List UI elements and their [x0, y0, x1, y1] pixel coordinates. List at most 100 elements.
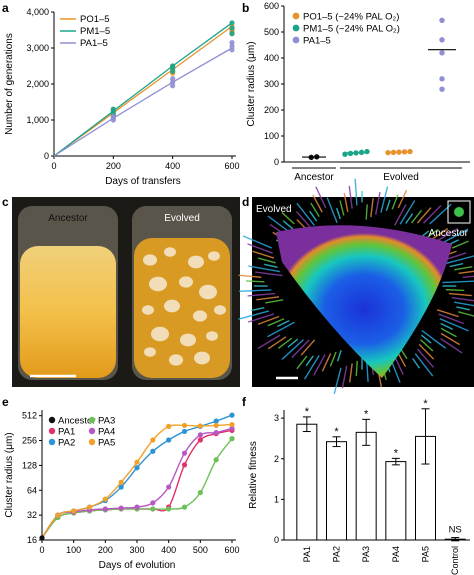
panel-b-cluster-radius-chart: 0 100 200 300 400 500 600 Cluster radius (μm) An… [246, 1, 470, 183]
e-data-point [213, 457, 219, 463]
cluster-spike [255, 271, 283, 277]
e-data-point [166, 484, 172, 490]
cluster-spike [336, 350, 342, 362]
a-series-line [53, 47, 233, 157]
cluster-spike [315, 186, 327, 209]
evolved-cluster [144, 347, 156, 357]
e-data-point [166, 506, 172, 512]
evolved-cluster [164, 247, 176, 257]
f-significance-label: * [334, 426, 339, 438]
panel-a-generations-chart: 0 1,000 2,000 3,000 4,000 0 200 400 600 Days of t… [4, 7, 240, 187]
cluster-spike [405, 213, 414, 224]
cluster-spike [303, 355, 320, 380]
f-significance-label: * [423, 398, 428, 410]
e-data-point [181, 450, 188, 456]
cluster-spike [420, 339, 434, 352]
a-y-tick-label: 4,000 [26, 7, 49, 17]
a-x-tick-label: 400 [165, 161, 180, 171]
evolved-cluster [142, 305, 154, 315]
a-y-tick-label: 1,000 [26, 115, 49, 125]
cluster-spike [287, 338, 299, 348]
cluster-spike [252, 250, 275, 259]
cluster-spike [238, 310, 270, 320]
f-category-label: PA3 [361, 546, 371, 562]
cluster-spike [247, 313, 275, 323]
e-data-point [229, 421, 235, 428]
e-legend-marker [48, 416, 56, 424]
cluster-spike [451, 297, 474, 302]
cluster-spike [391, 194, 399, 210]
cluster-spike [339, 200, 345, 216]
e-legend-label: Ancestor [58, 416, 96, 427]
e-data-point [118, 505, 124, 511]
cluster-spike [416, 348, 435, 368]
e-data-point [213, 429, 219, 436]
b-legend-marker [292, 36, 300, 44]
evolved-cluster [199, 284, 217, 300]
e-legend-marker [88, 427, 96, 435]
e-x-tick-label: 300 [129, 545, 144, 555]
e-x-tick-label: 600 [224, 545, 239, 555]
e-data-point [197, 437, 203, 443]
e-x-tick-label: 200 [98, 545, 113, 555]
cluster-spike [365, 204, 368, 220]
a-data-point [170, 83, 176, 89]
f-category-label: Control [450, 546, 460, 575]
e-data-point [134, 504, 140, 510]
cluster-spike [341, 365, 348, 389]
panel-label-e: e [2, 395, 9, 409]
cluster-spike [336, 207, 341, 220]
e-x-tick-label: 0 [39, 545, 44, 555]
inset-box [447, 200, 471, 224]
e-data-point [102, 496, 108, 502]
evolved-cluster [169, 354, 183, 366]
f-significance-label: * [305, 406, 310, 418]
cluster-spike [440, 322, 453, 330]
evolved-cluster-body [276, 225, 452, 378]
a-x-axis-label: Days of transfers [105, 176, 181, 187]
e-data-point [197, 489, 203, 496]
cluster-spike [333, 367, 342, 394]
evolved-cluster [208, 251, 220, 261]
f-y-axis-label: Relative fitness [248, 441, 259, 509]
e-legend-marker [48, 427, 56, 435]
cluster-spike [435, 227, 459, 243]
cluster-spike [449, 262, 464, 268]
b-data-point [439, 50, 445, 56]
b-group-label: Evolved [383, 172, 419, 183]
cluster-spike [458, 270, 474, 275]
a-series-line [53, 25, 233, 157]
e-legend-marker [88, 416, 96, 424]
e-x-tick-label: 500 [193, 545, 208, 555]
panel-label-a: a [2, 1, 9, 15]
e-x-axis-label: Days of evolution [99, 560, 176, 571]
photo-c-label-evolved: Evolved [164, 213, 200, 224]
cluster-spike [454, 265, 473, 271]
b-y-tick-label: 0 [274, 157, 279, 167]
f-y-tick-label: 2 [274, 454, 279, 464]
f-bar [385, 461, 407, 541]
evolved-cluster [206, 331, 218, 341]
e-y-tick-label: 512 [22, 411, 37, 421]
cluster-spike [329, 351, 337, 367]
cluster-spike [257, 334, 281, 350]
e-data-point [229, 425, 235, 431]
cluster-spike [291, 339, 310, 359]
cluster-spike [281, 339, 304, 360]
a-y-tick-label: 0 [44, 151, 49, 161]
cluster-spike [412, 357, 421, 369]
cluster-spike [370, 198, 374, 218]
panel-e-radius-time-chart: 16 32 64 128 256 512 0 100 200 300 400 500 600 Days o… [4, 410, 240, 571]
evolved-cluster [149, 276, 167, 292]
evolved-cluster [180, 333, 196, 347]
a-data-point [170, 68, 176, 74]
cluster-spike [445, 288, 465, 292]
cluster-spike [281, 212, 295, 225]
a-y-tick-label: 3,000 [26, 43, 49, 53]
cluster-spike [354, 178, 358, 206]
evolved-cluster [188, 255, 204, 269]
e-data-point [150, 437, 156, 443]
cluster-spike [250, 306, 265, 312]
panel-label-f: f [242, 395, 247, 409]
